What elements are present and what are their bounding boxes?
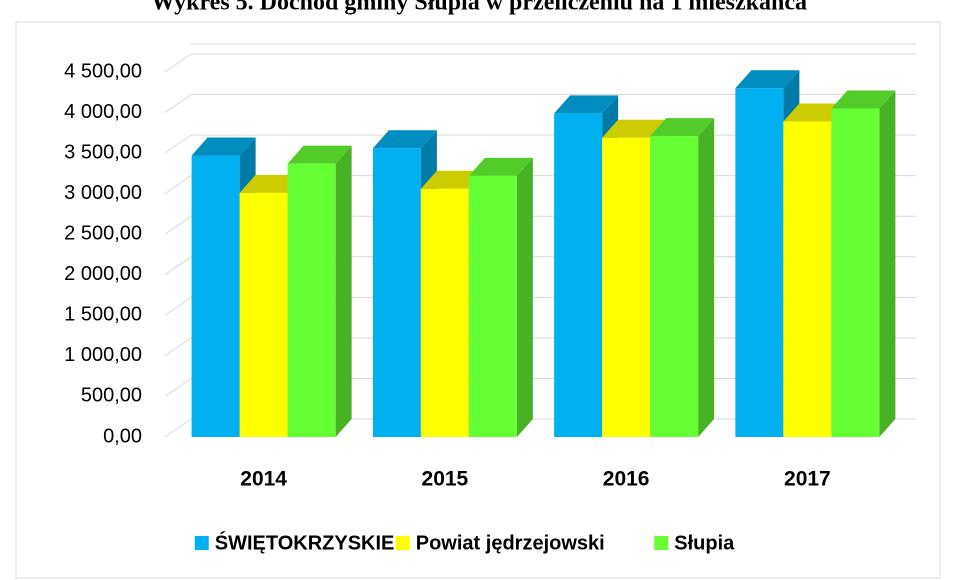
- x-tick-label: 2014: [240, 468, 287, 491]
- y-tick-label: 4 500,00: [64, 60, 142, 82]
- x-tick-label: 2017: [784, 468, 831, 491]
- bar: [468, 175, 517, 438]
- legend-label: Powiat jędrzejowski: [416, 532, 605, 554]
- bar-top: [602, 119, 667, 138]
- x-tick-label: 2015: [422, 468, 469, 491]
- bar-top: [831, 90, 896, 109]
- chart-title: Wykres 5. Dochód gminy Słupia w przelicz…: [151, 0, 807, 16]
- bar-side: [879, 90, 896, 437]
- legend-swatch: [194, 536, 209, 550]
- bar: [735, 88, 784, 437]
- bar-top: [554, 95, 619, 114]
- y-tick-label: 1 500,00: [64, 304, 142, 326]
- bar: [650, 136, 699, 438]
- bar-top: [191, 137, 256, 156]
- y-tick-label: 2 000,00: [64, 263, 142, 285]
- y-tick-label: 500,00: [81, 385, 142, 407]
- legend-swatch: [395, 536, 410, 550]
- bar-top: [287, 145, 352, 164]
- bar-side: [516, 157, 533, 438]
- bar-top: [468, 157, 533, 176]
- bar-side: [698, 118, 715, 438]
- title-band: [0, 0, 958, 20]
- bar-top: [735, 70, 800, 89]
- bar: [602, 137, 651, 437]
- legend-label: ŚWIĘTOKRZYSKIE: [215, 530, 395, 554]
- x-tick-label: 2016: [603, 468, 650, 491]
- bar: [831, 108, 880, 437]
- bar: [191, 155, 240, 438]
- bar-top: [372, 130, 437, 149]
- y-tick-label: 1 000,00: [64, 344, 142, 366]
- y-tick-label: 4 000,00: [64, 101, 142, 123]
- y-tick-label: 3 000,00: [64, 182, 142, 204]
- grid-line: [164, 94, 916, 113]
- bar-side: [335, 145, 352, 437]
- bar: [239, 192, 288, 437]
- y-tick-label: 2 500,00: [64, 223, 142, 245]
- bar: [287, 163, 336, 437]
- y-tick-label: 0,00: [103, 425, 142, 447]
- bar: [554, 113, 603, 437]
- y-tick-label: 3 500,00: [64, 141, 142, 163]
- grid-line: [164, 53, 916, 73]
- legend-swatch: [654, 536, 669, 550]
- bar-top: [650, 118, 715, 137]
- bar: [372, 148, 421, 437]
- bar: [783, 121, 832, 437]
- bar: [420, 188, 469, 437]
- legend-label: Słupia: [674, 532, 735, 554]
